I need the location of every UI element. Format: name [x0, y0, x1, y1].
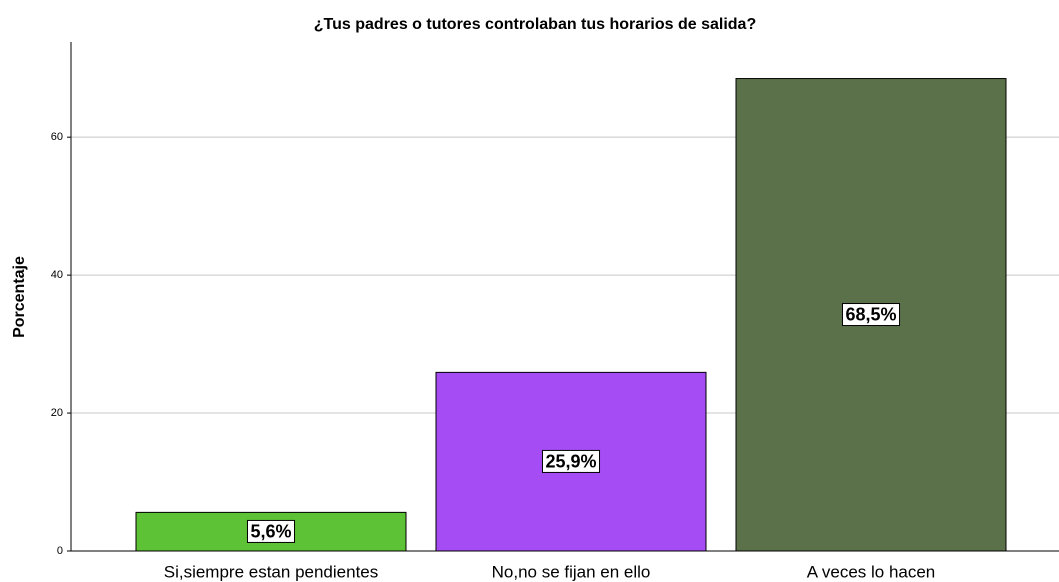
- x-tick-label: Si,siempre estan pendientes: [164, 562, 379, 581]
- data-label-box: [541, 449, 601, 473]
- y-tick-label: 0: [57, 545, 63, 557]
- data-label: 68,5%: [845, 305, 896, 325]
- y-tick-label: 40: [51, 269, 63, 281]
- y-tick-label: 20: [51, 407, 63, 419]
- y-tick-label: 60: [51, 131, 63, 143]
- x-tick-label: No,no se fijan en ello: [492, 562, 651, 581]
- data-label: 25,9%: [545, 451, 596, 471]
- data-label-box: [246, 519, 296, 543]
- data-label: 5,6%: [250, 521, 291, 541]
- y-axis-label: Porcentaje: [11, 256, 28, 338]
- x-tick-label: A veces lo hacen: [807, 562, 936, 581]
- bar: [135, 511, 407, 552]
- chart-title: ¿Tus padres o tutores controlaban tus ho…: [314, 16, 756, 33]
- data-label-box: [841, 303, 901, 327]
